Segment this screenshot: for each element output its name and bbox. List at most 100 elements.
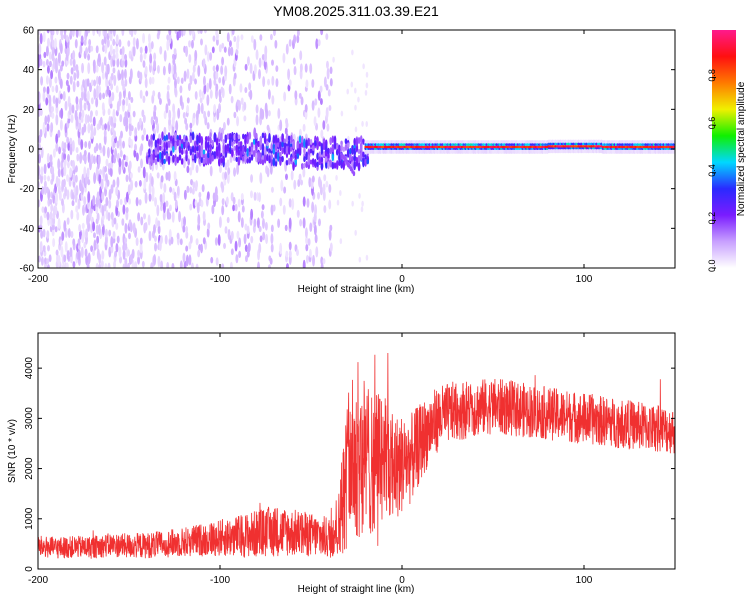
spectrogram-cell: [194, 49, 198, 61]
spectrogram-cell: [178, 145, 182, 154]
spectrogram-cell: [281, 155, 284, 163]
spectrogram-cell: [142, 95, 146, 104]
spectrogram-cell: [317, 192, 320, 200]
spectrogram-cell: [206, 94, 210, 106]
spectrogram-cell: [45, 97, 49, 106]
spectrogram-cell: [292, 140, 295, 150]
spectrogram-x-axis-label: Height of straight line (km): [298, 284, 415, 295]
spectrogram-cell: [320, 163, 324, 170]
spectrogram-cell: [154, 139, 158, 149]
spectrogram-cell: [176, 76, 180, 85]
spectrogram-cell: [84, 248, 88, 258]
spectrogram-cell: [163, 126, 167, 136]
spectrogram-cell: [323, 76, 327, 88]
spectrogram-cell: [202, 58, 206, 69]
spectrogram-cell: [122, 263, 126, 268]
spectrogram-cell: [157, 30, 161, 36]
spectrogram-cell: [320, 156, 324, 163]
spectrogram-cell: [64, 186, 68, 197]
spectrogram-cell: [61, 231, 65, 241]
spectrogram-cell: [281, 135, 284, 143]
snr-y-tick-label: 1000: [24, 507, 35, 530]
spectrogram-cell: [80, 246, 84, 258]
spectrogram-cell: [273, 30, 276, 37]
spectrogram-cell: [137, 249, 141, 258]
spectrogram-cell: [46, 86, 50, 95]
spectrogram-cell: [270, 143, 273, 151]
spectrogram-cell: [191, 132, 195, 141]
spectrogram-cell: [311, 175, 315, 183]
spectrogram-cell: [322, 120, 326, 130]
colorbar-tick-label: 0.0: [707, 259, 717, 272]
spectrogram-cell: [283, 91, 287, 102]
spectrogram-cell: [199, 30, 203, 35]
spectrogram-cell: [171, 262, 175, 268]
spectrogram-cell: [54, 226, 58, 233]
spectrogram-cell: [329, 147, 332, 155]
spectrogram-cell: [228, 139, 232, 146]
spectrogram-cell: [93, 127, 97, 136]
spectrogram-cell: [221, 42, 225, 49]
spectrogram-cell: [47, 245, 50, 252]
spectrogram-cell: [72, 174, 76, 183]
spectrogram-cell: [277, 108, 281, 119]
spectrogram-cell: [235, 137, 239, 144]
spectrogram-cell: [198, 89, 202, 98]
spectrogram-cell: [186, 185, 190, 194]
spectrogram-cell: [97, 85, 101, 94]
spectrogram-cell: [169, 150, 173, 157]
spectrogram-cell: [200, 135, 204, 146]
spectrogram-cell: [215, 30, 219, 37]
spectrogram-cell: [168, 228, 172, 241]
spectrogram-cell: [211, 139, 214, 147]
spectrogram-cell: [57, 178, 61, 187]
spectrogram-cell: [233, 72, 237, 80]
spectrogram-cell: [97, 53, 101, 63]
spectrogram-cell: [98, 142, 102, 151]
spectrogram-cell: [55, 142, 59, 152]
spectrogram-cell: [183, 216, 187, 227]
spectrogram-cell: [142, 114, 146, 124]
spectrogram-cell: [90, 97, 94, 105]
spectrogram-cell: [225, 196, 229, 206]
spectrogram-cell: [174, 199, 178, 209]
spectrogram-cell: [308, 248, 312, 258]
spectrogram-cell: [279, 157, 282, 166]
spectrogram-cell: [59, 93, 63, 100]
spectrogram-cell: [114, 250, 118, 258]
spectrogram-cell: [191, 71, 195, 82]
spectrogram-cell: [199, 97, 203, 104]
spectrogram-cell: [150, 176, 154, 187]
spectrogram-cell: [134, 127, 138, 137]
spectrogram-cell: [233, 167, 237, 177]
spectrogram-cell: [119, 149, 123, 158]
spectrogram-cell: [328, 199, 332, 210]
spectrogram-cell: [167, 170, 171, 182]
spectrogram-cell: [147, 33, 151, 44]
spectrogram-cell: [178, 30, 182, 39]
spectrogram-cell: [140, 158, 143, 169]
spectrogram-cell: [195, 263, 199, 268]
spectrogram-cell: [139, 89, 143, 100]
spectrogram-cell: [200, 38, 203, 46]
spectrogram-cell: [70, 209, 74, 220]
spectrogram-cell: [95, 243, 99, 250]
spectrogram-cell: [110, 82, 114, 91]
spectrogram-cell: [214, 237, 218, 246]
spectrogram-cell: [74, 165, 78, 173]
spectrogram-cell: [121, 158, 125, 171]
spectrogram-cell: [62, 91, 66, 102]
spectrogram-cell: [52, 148, 56, 158]
spectrogram-cell: [245, 255, 248, 263]
spectrogram-cell: [88, 140, 91, 150]
spectrogram-cell: [101, 38, 105, 46]
spectrogram-cell: [67, 227, 71, 239]
spectrogram-cell: [331, 135, 335, 144]
spectrogram-cell: [340, 140, 343, 146]
spectrogram-cell: [124, 58, 128, 68]
spectrogram-cell: [122, 99, 126, 106]
spectrogram-cell: [202, 237, 206, 245]
spectrogram-cell: [61, 263, 65, 268]
spectrogram-cell: [57, 69, 61, 81]
spectrogram-cell: [338, 146, 341, 156]
